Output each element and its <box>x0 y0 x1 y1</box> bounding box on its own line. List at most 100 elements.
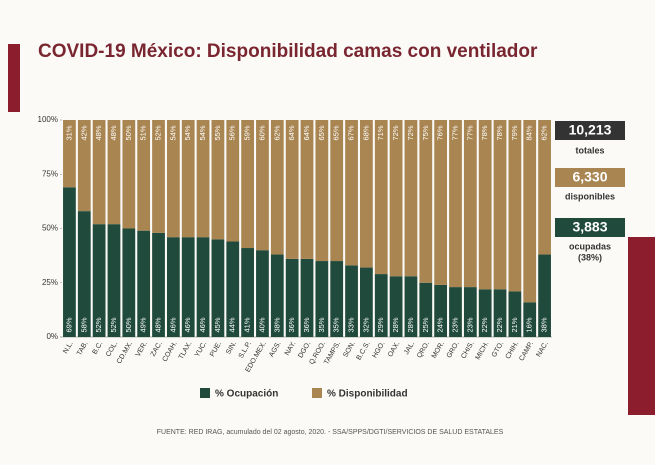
value-label: 65% <box>317 125 326 140</box>
bar-segment <box>300 258 314 337</box>
bar-segment <box>152 120 165 233</box>
stat-box <box>555 218 625 237</box>
bar-segment <box>538 120 551 255</box>
value-label: 23% <box>450 317 459 332</box>
bar-segment <box>508 291 522 337</box>
value-label: 41% <box>243 317 252 332</box>
bar-segment <box>389 120 403 277</box>
bar-segment <box>345 265 358 337</box>
bar-segment <box>122 228 136 337</box>
bar-segment <box>137 120 151 231</box>
value-label: 76% <box>436 125 445 140</box>
legend-label: % Disponibilidad <box>327 389 408 400</box>
bar-segment <box>226 120 240 242</box>
bar-segment <box>434 284 448 337</box>
bar-segment <box>434 120 448 285</box>
value-label: 52% <box>109 317 118 332</box>
value-label: 62% <box>272 125 281 140</box>
value-label: 48% <box>109 125 118 140</box>
bar-segment <box>196 120 210 238</box>
value-label: 65% <box>332 125 341 140</box>
bar-segment <box>449 120 462 288</box>
bar-segment <box>256 120 269 251</box>
value-label: 46% <box>198 317 207 332</box>
value-label: 51% <box>139 125 148 140</box>
value-label: 68% <box>361 125 370 140</box>
value-label: 38% <box>540 317 549 332</box>
stat-value: 6,330 <box>572 169 607 185</box>
stat-label: totales <box>575 145 604 155</box>
value-label: 45% <box>213 317 222 332</box>
value-label: 35% <box>332 317 341 332</box>
bar-segment <box>196 237 210 337</box>
bar-segment <box>330 120 344 262</box>
value-label: 64% <box>302 125 311 140</box>
bar-segment <box>181 237 195 337</box>
bar-segment <box>107 120 121 225</box>
bar-segment <box>478 289 492 337</box>
value-label: 77% <box>450 125 459 140</box>
bar-segment <box>270 254 284 337</box>
bar-segment <box>181 120 195 238</box>
chart-title: COVID-19 México: Disponibilidad camas co… <box>38 41 538 62</box>
bar-segment <box>493 289 507 337</box>
legend-label: % Ocupación <box>215 389 278 400</box>
value-label: 79% <box>510 125 519 140</box>
value-label: 64% <box>287 125 296 140</box>
value-label: 72% <box>406 125 415 140</box>
bar-segment <box>77 211 91 337</box>
value-label: 28% <box>391 317 400 332</box>
value-label: 52% <box>94 317 103 332</box>
stat-value: 3,883 <box>572 219 607 235</box>
bar-segment <box>360 120 373 268</box>
value-label: 49% <box>139 317 148 332</box>
bar-segment <box>389 276 403 337</box>
value-label: 72% <box>391 125 400 140</box>
value-label: 60% <box>257 125 266 140</box>
value-label: 23% <box>465 317 474 332</box>
bar-segment <box>523 120 537 303</box>
bar-segment <box>270 120 284 255</box>
bar-segment <box>493 120 507 290</box>
y-tick-label: 25% <box>42 278 58 287</box>
value-label: 78% <box>480 125 489 140</box>
bar-segment <box>538 254 551 337</box>
bar-segment <box>478 120 492 290</box>
value-label: 54% <box>168 125 177 140</box>
y-tick-label: 100% <box>38 115 58 124</box>
value-label: 22% <box>480 317 489 332</box>
bar-segment <box>404 120 418 277</box>
value-label: 78% <box>495 125 504 140</box>
value-label: 50% <box>124 317 133 332</box>
value-label: 59% <box>243 125 252 140</box>
value-label: 44% <box>228 317 237 332</box>
value-label: 69% <box>64 317 73 332</box>
bar-segment <box>241 120 254 249</box>
stat-label: disponibles <box>565 191 615 201</box>
bar-segment <box>122 120 136 229</box>
legend-swatch <box>200 388 210 398</box>
accent-bar <box>628 237 655 415</box>
bar-segment <box>374 120 388 275</box>
bar-segment <box>92 224 106 337</box>
bar-segment <box>315 120 329 262</box>
bar-segment <box>285 120 299 259</box>
bar-segment <box>374 274 388 337</box>
bar-segment <box>137 230 151 337</box>
value-label: 31% <box>64 125 73 140</box>
bar-segment <box>330 261 344 337</box>
stat-value: 10,213 <box>569 122 612 138</box>
value-label: 77% <box>465 125 474 140</box>
value-label: 62% <box>540 125 549 140</box>
bar-segment <box>285 258 299 337</box>
value-label: 28% <box>406 317 415 332</box>
bar-segment <box>419 282 433 337</box>
bar-segment <box>360 267 373 337</box>
y-tick-label: 75% <box>42 169 58 178</box>
value-label: 55% <box>213 125 222 140</box>
bar-segment <box>77 120 91 212</box>
value-label: 33% <box>347 317 356 332</box>
value-label: 38% <box>272 317 281 332</box>
